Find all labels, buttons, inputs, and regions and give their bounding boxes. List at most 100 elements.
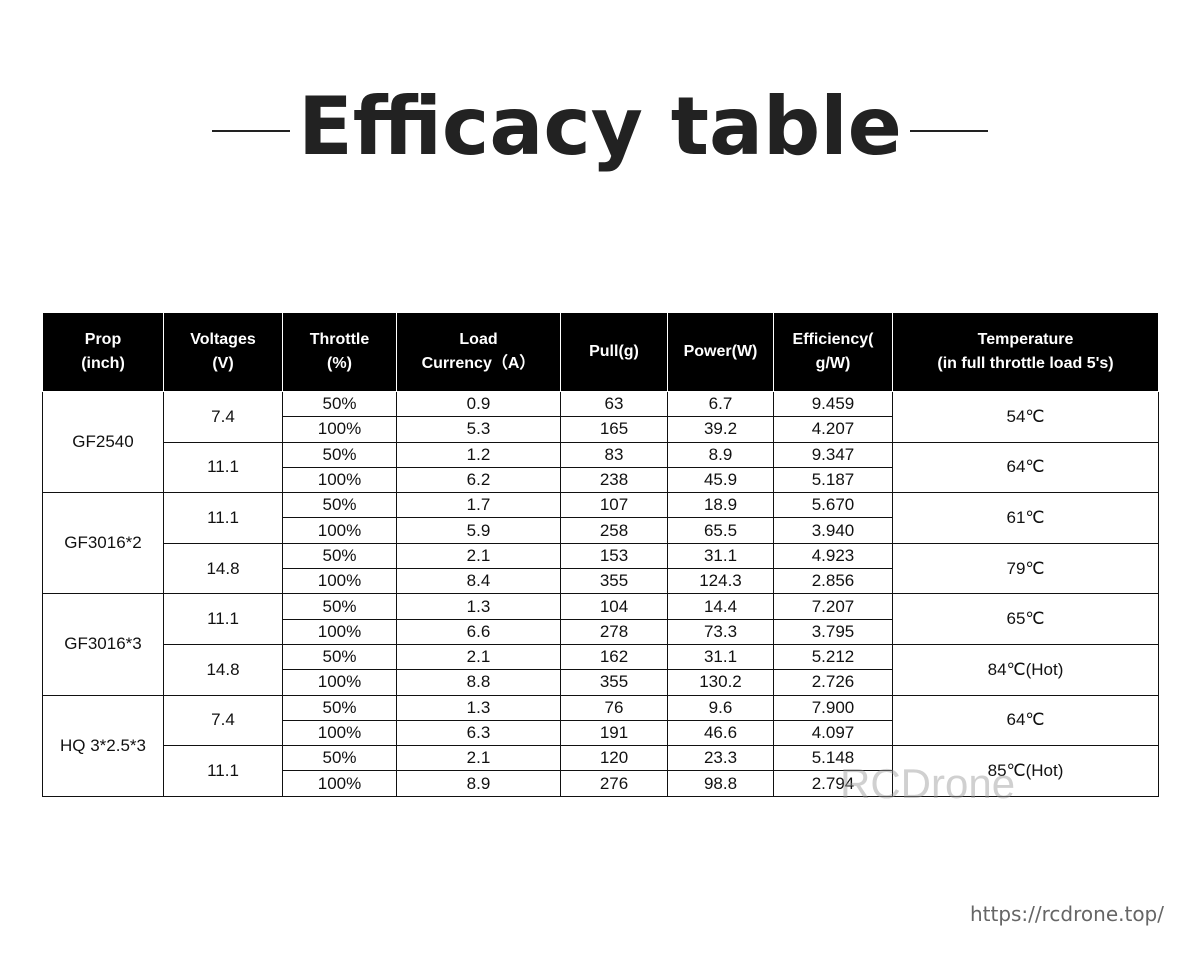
prop-cell: GF2540 — [42, 390, 164, 494]
temperature-cell: 64℃ — [892, 441, 1159, 494]
table-row: GF2540 7.4 50% 0.9 63 6.7 9.459 54℃ — [42, 390, 1159, 494]
data-cell: 8.4 — [396, 568, 561, 595]
table-row: 14.8 50% 2.1 162 31.1 5.212 84℃(Hot) — [43, 643, 1159, 696]
data-cell: 98.8 — [667, 770, 774, 797]
header-line: Voltages — [190, 331, 256, 348]
data-cell: 100% — [282, 517, 397, 544]
header-line: (%) — [327, 355, 352, 372]
data-cell: 50% — [282, 745, 397, 772]
table-row: 14.8 50% 2.1 153 31.1 4.923 79℃ — [43, 542, 1159, 595]
header-line: Temperature — [977, 331, 1074, 348]
data-cell: 50% — [282, 694, 397, 721]
data-cell: 2.1 — [396, 542, 561, 570]
temperature-cell: 54℃ — [892, 391, 1159, 443]
voltage-cell: 11.1 — [163, 492, 283, 544]
data-cell: 5.3 — [396, 416, 561, 443]
prop-cell: GF3016*2 — [42, 492, 164, 595]
data-cell: 5.9 — [396, 517, 561, 544]
data-cell: 4.207 — [773, 416, 893, 443]
data-cell: 5.670 — [773, 492, 893, 519]
table-row: 100% 6.2 238 45.9 5.187 — [43, 466, 1159, 494]
data-cell: 6.2 — [396, 466, 561, 494]
data-cell: 63 — [560, 390, 668, 418]
data-cell: 2.794 — [773, 770, 893, 797]
data-cell: 0.9 — [396, 390, 561, 418]
column-header: Throttle (%) — [282, 312, 397, 392]
table-row: 100% 8.8 355 130.2 2.726 — [43, 669, 1159, 696]
data-cell: 45.9 — [667, 466, 774, 494]
data-cell: 39.2 — [667, 416, 774, 443]
data-cell: 5.148 — [773, 745, 893, 772]
data-cell: 50% — [282, 390, 397, 418]
data-cell: 6.7 — [667, 390, 774, 418]
data-cell: 258 — [560, 517, 668, 544]
data-cell: 1.3 — [396, 694, 561, 721]
column-header: Load Currency（A） — [396, 312, 561, 392]
temperature-cell: 85℃(Hot) — [892, 745, 1159, 797]
data-cell: 18.9 — [667, 492, 774, 519]
table-row: HQ 3*2.5*3 7.4 50% 1.3 76 9.6 7.900 64℃ — [42, 694, 1159, 797]
data-cell: 1.3 — [396, 593, 561, 620]
column-header: Power(W) — [667, 312, 774, 392]
data-cell: 120 — [560, 745, 668, 772]
data-cell: 100% — [282, 719, 397, 747]
data-cell: 100% — [282, 669, 397, 696]
data-cell: 31.1 — [667, 542, 774, 570]
column-header: Prop (inch) — [42, 312, 164, 392]
data-cell: 124.3 — [667, 568, 774, 595]
voltage-cell: 11.1 — [163, 593, 283, 645]
table-row: 11.1 50% 2.1 120 23.3 5.148 85℃(Hot) — [43, 745, 1159, 797]
table-row: 100% 6.3 191 46.6 4.097 — [43, 719, 1159, 747]
table-row: 100% 5.9 258 65.5 3.940 — [43, 517, 1159, 544]
data-cell: 191 — [560, 719, 668, 747]
title: Efficacy table — [298, 80, 902, 173]
data-cell: 100% — [282, 466, 397, 494]
data-cell: 76 — [560, 694, 668, 721]
data-cell: 8.8 — [396, 669, 561, 696]
data-cell: 100% — [282, 416, 397, 443]
watermark: RCDrone — [840, 760, 1016, 807]
data-cell: 104 — [560, 593, 668, 620]
data-cell: 107 — [560, 492, 668, 519]
data-cell: 50% — [282, 441, 397, 468]
header-line: (inch) — [81, 355, 125, 372]
data-cell: 7.900 — [773, 694, 893, 721]
data-cell: 4.923 — [773, 542, 893, 570]
data-cell: 100% — [282, 618, 397, 645]
voltage-cell: 11.1 — [163, 441, 283, 494]
voltage-cell: 14.8 — [163, 542, 283, 595]
voltage-cell: 7.4 — [163, 694, 283, 747]
data-cell: 9.6 — [667, 694, 774, 721]
data-cell: 8.9 — [396, 770, 561, 797]
table-row: 100% 8.4 355 124.3 2.856 — [43, 568, 1159, 595]
table-row: GF3016*2 11.1 50% 1.7 107 18.9 5.670 61℃ — [42, 492, 1159, 595]
data-cell: 14.4 — [667, 593, 774, 620]
column-header: Voltages (V) — [163, 312, 283, 392]
data-cell: 7.207 — [773, 593, 893, 620]
data-cell: 46.6 — [667, 719, 774, 747]
data-cell: 355 — [560, 669, 668, 696]
data-cell: 50% — [282, 593, 397, 620]
data-cell: 9.459 — [773, 390, 893, 418]
data-cell: 3.940 — [773, 517, 893, 544]
data-cell: 2.1 — [396, 745, 561, 772]
voltage-cell: 7.4 — [163, 391, 283, 443]
data-cell: 3.795 — [773, 618, 893, 645]
data-cell: 100% — [282, 568, 397, 595]
data-cell: 9.347 — [773, 441, 893, 468]
temperature-cell: 65℃ — [892, 593, 1159, 645]
temperature-cell: 79℃ — [892, 542, 1159, 595]
column-header: Efficiency(g/W) — [773, 312, 893, 392]
data-cell: 6.6 — [396, 618, 561, 645]
voltage-cell: 11.1 — [163, 745, 283, 797]
column-header: Pull(g) — [560, 312, 668, 392]
header-line: Pull(g) — [589, 343, 639, 360]
table-row: GF3016*3 11.1 50% 1.3 104 14.4 7.207 65℃ — [42, 593, 1159, 696]
data-cell: 2.856 — [773, 568, 893, 595]
header-line: (in full throttle load 5's) — [937, 355, 1114, 372]
footer-url: https://rcdrone.top/ — [969, 902, 1164, 926]
header-line: (V) — [212, 355, 234, 372]
header-line: Load — [459, 331, 498, 348]
data-cell: 65.5 — [667, 517, 774, 544]
